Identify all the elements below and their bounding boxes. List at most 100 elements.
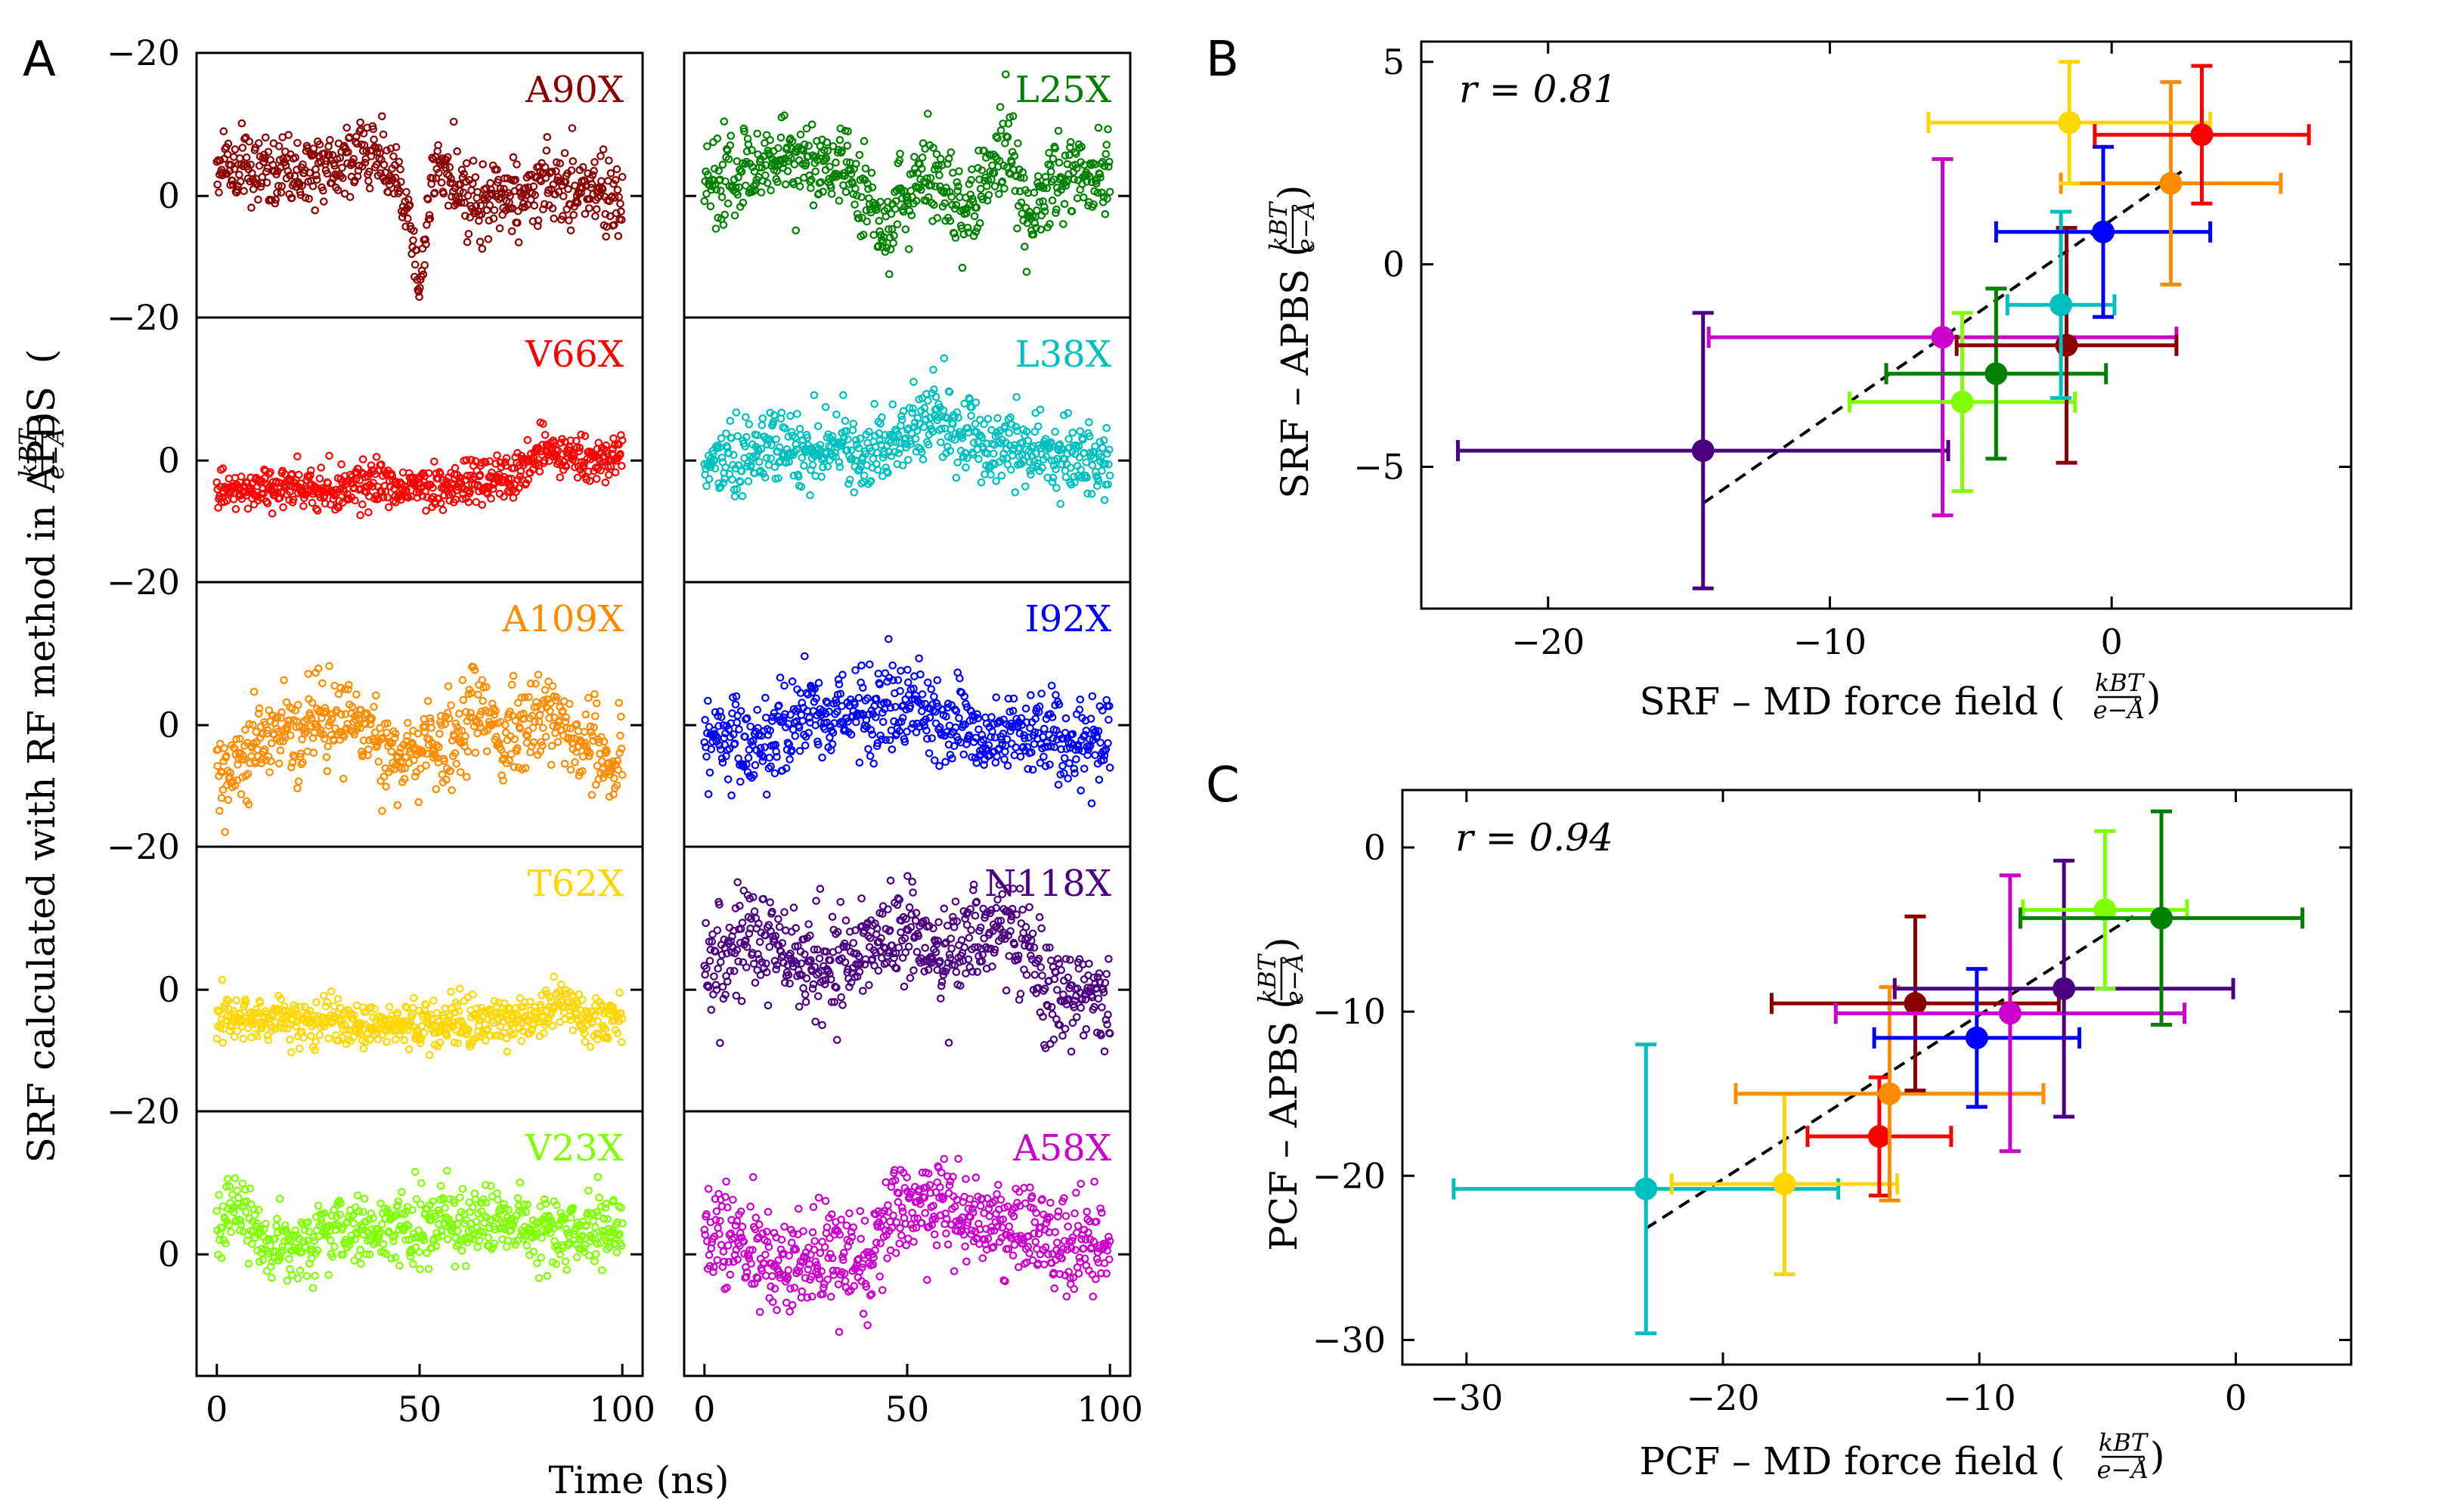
data-point [969,450,978,459]
data-point [1070,147,1079,156]
data-point [326,135,334,144]
data-point [606,169,615,178]
data-point [1105,460,1113,469]
data-point [777,408,786,417]
data-point [1003,761,1012,770]
data-point [295,1044,304,1053]
data-point [1008,147,1017,156]
data-point [967,707,975,715]
data-point [271,195,280,204]
data-point [332,705,341,714]
data-point [219,127,228,135]
data-point [549,721,558,730]
data-point [823,147,832,155]
data-point [924,110,932,118]
data-point [503,1047,512,1056]
data-point [349,155,358,163]
data-point [461,476,469,485]
data-point [707,745,716,754]
data-point [370,1005,379,1013]
data-point [355,714,364,723]
data-point [1005,429,1014,437]
data-point [377,112,386,121]
data-point [835,458,844,466]
data-point [965,395,974,404]
data-point [517,693,526,702]
data-point [613,756,622,765]
data-point [315,474,324,483]
data-point [448,192,456,201]
data-point [479,696,487,705]
data-point [755,937,764,947]
data-point [1094,476,1103,485]
data-point [855,150,864,160]
data-point [323,767,332,776]
data-point [606,212,615,221]
data-point [1032,224,1040,232]
data-point [770,463,779,471]
data-point [447,987,455,996]
data-point [534,216,543,225]
data-point [575,447,584,455]
data-point [1021,704,1030,713]
data-point [924,440,933,449]
data-point [1036,405,1045,414]
data-point [411,772,420,781]
data-point [716,958,725,966]
data-point [793,410,801,418]
data-point [737,167,746,176]
data-point [807,120,816,129]
data-point [372,160,381,169]
data-point [749,771,758,779]
data-point [484,234,493,243]
data-point [863,217,871,226]
data-point [392,143,401,151]
data-point [897,666,905,675]
data-point [259,489,268,498]
data-point [362,147,370,155]
data-point [795,746,804,755]
data-point [507,227,516,236]
data-point [517,1036,526,1046]
data-point [819,463,827,472]
data-point [499,776,507,785]
data-point [904,456,912,464]
data-point [476,470,485,479]
data-point [1094,123,1103,132]
data-point [1038,463,1046,472]
data-point [309,748,318,757]
data-point [315,1030,324,1040]
data-point [1033,206,1041,215]
data-point [345,1026,355,1034]
data-point [1076,695,1085,704]
data-point [443,153,452,162]
data-point [286,488,294,497]
data-point [285,716,293,725]
data-point [864,745,872,754]
data-point [488,161,497,170]
data-point [717,434,726,443]
data-point [946,216,955,225]
data-point [907,211,916,220]
data-point [838,702,846,711]
data-point [425,1051,434,1059]
data-point [904,678,912,686]
data-point [1087,178,1096,187]
data-point [1103,194,1111,203]
data-point [581,432,590,441]
data-point [702,482,711,491]
data-point [284,720,293,729]
data-point [711,225,720,233]
data-point [805,714,813,722]
data-point [441,1004,449,1013]
data-point [397,178,405,186]
data-point [718,160,727,169]
data-point [742,760,751,769]
data-point [304,670,312,678]
data-point [591,453,600,461]
data-point [239,1034,247,1043]
data-point [861,450,870,458]
data-point [611,175,620,184]
data-point [296,749,305,758]
data-point [1097,453,1105,461]
